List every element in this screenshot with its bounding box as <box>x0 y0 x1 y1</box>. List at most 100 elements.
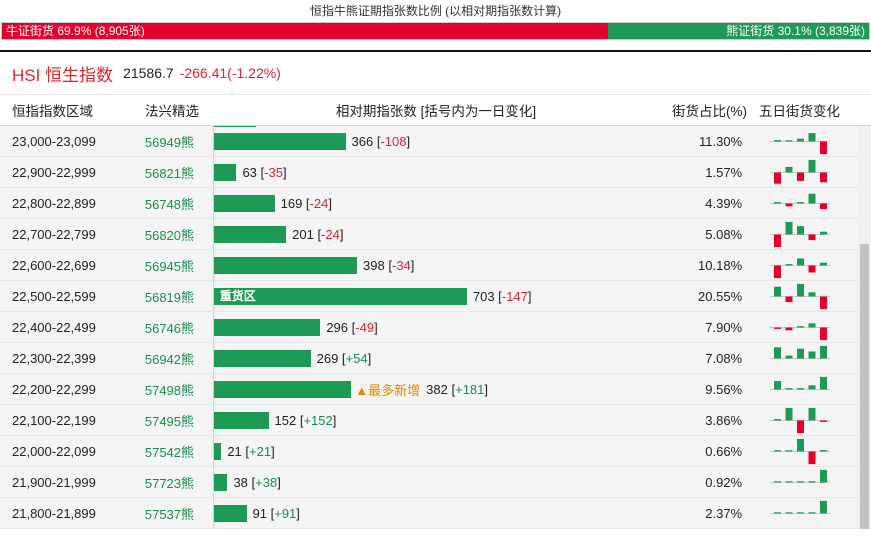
spark-bar <box>774 172 782 184</box>
five-day-sparkline <box>770 283 831 310</box>
spark-bar <box>797 326 805 328</box>
distribution-bar: 重货区 <box>213 287 467 305</box>
spark-bar <box>797 226 805 235</box>
table-row[interactable]: 22,300-22,399 56942熊 269 [+54] 7.08% <box>0 343 858 374</box>
column-header-five-day[interactable]: 五日街货变化 <box>759 104 840 119</box>
vertical-scrollbar[interactable] <box>858 126 871 529</box>
contract-count: 296 [-49] <box>326 319 378 335</box>
distribution-cell: 296 [-49] <box>212 312 658 342</box>
table-row[interactable]: 22,200-22,299 57498熊 ▲最多新增 382 [+181] 9.56% <box>0 374 858 405</box>
spark-bar <box>774 286 782 297</box>
range-cell: 22,900-22,999 <box>12 164 96 180</box>
spark-bar <box>820 231 828 235</box>
pick-link[interactable]: 56942熊 <box>144 351 195 367</box>
spark-bar <box>820 450 828 452</box>
table-row[interactable]: 22,100-22,199 57495熊 152 [+152] 3.86% <box>0 405 858 436</box>
spark-bar <box>785 140 793 142</box>
table-row[interactable]: 22,000-22,099 57542熊 21 [+21] 0.66% <box>0 436 858 467</box>
table-row[interactable]: 22,900-22,999 56821熊 63 [-35] 1.57% <box>0 157 858 188</box>
five-day-spark-cell <box>758 281 858 311</box>
five-day-sparkline <box>770 376 831 390</box>
daily-change: +181 <box>455 381 485 397</box>
spark-bar <box>785 355 793 359</box>
spark-bar <box>808 234 816 241</box>
column-header-range[interactable]: 恒指指数区域 <box>12 104 93 119</box>
five-day-sparkline <box>770 500 831 514</box>
pick-link[interactable]: 56820熊 <box>144 227 195 243</box>
five-day-sparkline <box>770 345 831 359</box>
ratio-title: 恒指牛熊证期指张数比例 (以相对期指张数计算) <box>309 4 562 18</box>
pick-link[interactable]: 56748熊 <box>144 196 195 212</box>
count-value: 91 <box>252 505 267 521</box>
percent-cell: 1.57% <box>705 164 743 180</box>
daily-change: -24 <box>321 226 340 242</box>
distribution-cell: 21 [+21] <box>212 436 658 466</box>
five-day-spark-cell <box>758 436 858 466</box>
count-value: 152 <box>274 412 297 428</box>
pick-link[interactable]: 56819熊 <box>144 289 195 305</box>
spark-bar <box>820 141 828 155</box>
table-row[interactable]: 21,900-21,999 57723熊 38 [+38] 0.92% <box>0 467 858 498</box>
five-day-spark-cell <box>758 374 858 404</box>
distribution-cell: 366 [-108] <box>212 126 658 156</box>
distribution-bar <box>213 163 237 181</box>
contract-count: 703 [-147] <box>472 288 532 304</box>
table-row[interactable]: 22,500-22,599 56819熊 重货区 703 [-147] 20.55% <box>0 281 858 312</box>
percent-cell: 11.30% <box>698 133 743 149</box>
table-row[interactable]: 23,000-23,099 56949熊 366 [-108] 11.30% <box>0 126 858 157</box>
daily-change: +91 <box>274 505 297 521</box>
bear-ratio-segment: 熊证街货 30.1% (3,839张) <box>608 23 869 39</box>
spark-bar <box>774 327 782 329</box>
distribution-bar <box>213 256 358 274</box>
five-day-sparkline <box>770 258 831 279</box>
table-row[interactable]: 21,800-21,899 57537熊 91 [+91] 2.37% <box>0 498 858 529</box>
spark-bar <box>785 221 793 235</box>
spark-bar <box>820 262 828 266</box>
column-header-percent[interactable]: 街货占比(%) <box>672 104 747 119</box>
distribution-cell: 269 [+54] <box>212 343 658 373</box>
table-row[interactable]: 22,700-22,799 56820熊 201 [-24] 5.08% <box>0 219 858 250</box>
spark-bar <box>797 258 805 266</box>
pick-link[interactable]: 57723熊 <box>144 475 195 491</box>
percent-cell: 9.56% <box>705 381 743 397</box>
pick-link[interactable]: 56746熊 <box>144 320 195 336</box>
index-summary: HSI 恒生指数 21586.7 -266.41(-1.22%) <box>0 52 871 94</box>
table-row[interactable]: 22,800-22,899 56748熊 169 [-24] 4.39% <box>0 188 858 219</box>
spark-bar <box>774 450 782 452</box>
pick-link[interactable]: 57495熊 <box>144 413 195 429</box>
spark-bar <box>820 203 828 210</box>
scrollbar-thumb[interactable] <box>860 244 869 529</box>
pick-link[interactable]: 57537熊 <box>144 506 195 522</box>
spark-bar <box>797 138 805 142</box>
five-day-spark-cell <box>758 157 858 187</box>
contract-count: 201 [-24] <box>292 226 344 242</box>
distribution-bar <box>213 225 287 243</box>
daily-change: -35 <box>264 164 283 180</box>
five-day-sparkline <box>770 221 831 248</box>
range-cell: 21,800-21,899 <box>12 505 96 521</box>
spark-bar <box>808 385 816 390</box>
spark-bar <box>785 388 793 390</box>
pick-link[interactable]: 57498熊 <box>144 382 195 398</box>
column-header-pick[interactable]: 法兴精选 <box>145 104 199 119</box>
spark-bar <box>820 420 828 422</box>
five-day-spark-cell <box>758 498 858 528</box>
spark-bar <box>820 327 828 341</box>
pick-link[interactable]: 56945熊 <box>144 258 195 274</box>
spark-bar <box>785 450 793 452</box>
percent-cell: 2.37% <box>705 505 743 521</box>
table-row[interactable]: 22,600-22,699 56945熊 398 [-34] 10.18% <box>0 250 858 281</box>
pick-link[interactable]: 56949熊 <box>144 134 195 150</box>
distribution-bar <box>213 504 247 522</box>
range-cell: 22,700-22,799 <box>12 226 96 242</box>
distribution-bar <box>213 126 256 127</box>
index-name: HSI 恒生指数 <box>12 65 114 85</box>
pick-link[interactable]: 56821熊 <box>144 165 195 181</box>
column-header-distribution[interactable]: 相对期指张数 [括号内为一日变化] <box>335 104 537 119</box>
table-row[interactable]: 22,400-22,499 56746熊 296 [-49] 7.90% <box>0 312 858 343</box>
percent-cell: 0.66% <box>705 443 743 459</box>
percent-cell: 3.86% <box>705 412 743 428</box>
contract-count: 91 [+91] <box>252 505 300 521</box>
percent-cell: 10.18% <box>698 257 743 273</box>
pick-link[interactable]: 57542熊 <box>144 444 195 460</box>
